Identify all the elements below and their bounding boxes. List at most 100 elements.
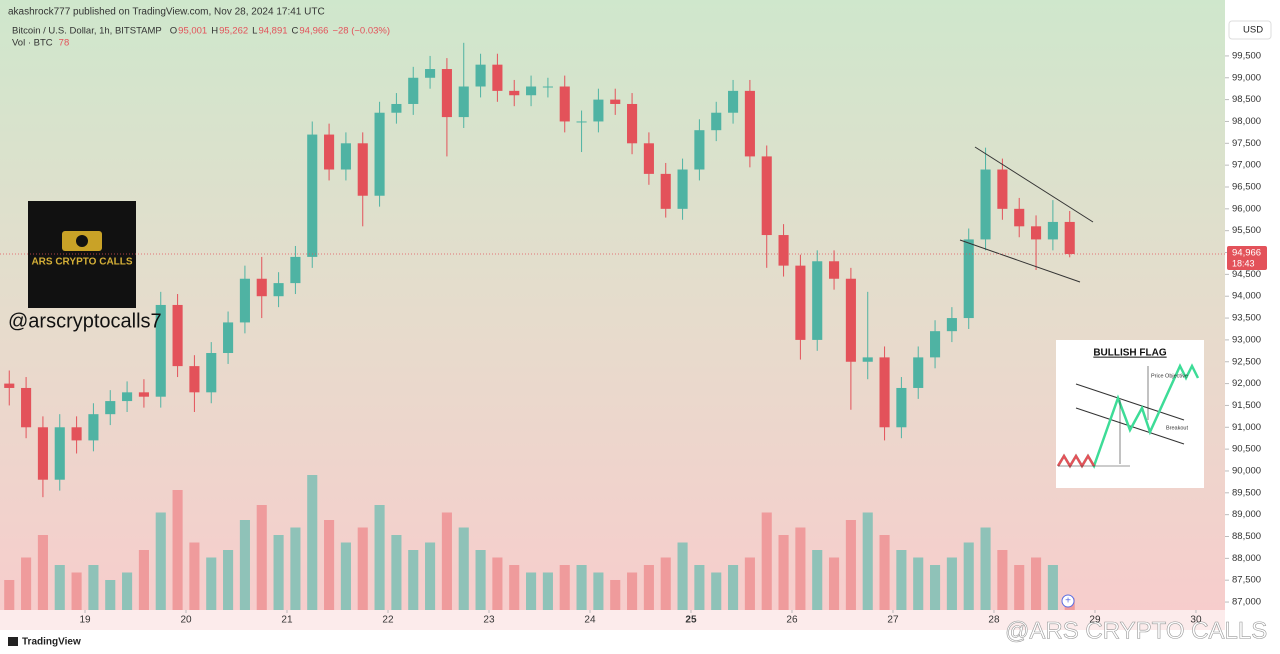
candle-body xyxy=(930,331,941,358)
candle-body xyxy=(475,64,486,87)
x-tick-label: 24 xyxy=(584,615,596,626)
x-tick-label: 29 xyxy=(1089,615,1101,626)
volume-bar xyxy=(542,572,553,610)
volume-bar xyxy=(694,565,705,610)
candle-body xyxy=(324,134,335,170)
volume-bar xyxy=(374,505,385,610)
candle-body xyxy=(711,112,722,131)
volume-bar xyxy=(122,572,133,610)
add-button[interactable] xyxy=(1061,594,1075,608)
x-tick-label: 26 xyxy=(786,615,798,626)
volume-bar xyxy=(576,565,587,610)
volume-bar xyxy=(21,557,32,610)
candle-body xyxy=(997,169,1008,209)
watermark: @ARS CRYPTO CALLS xyxy=(1005,617,1267,644)
candle-body xyxy=(391,103,402,113)
candle-body xyxy=(256,278,267,297)
candle-body xyxy=(627,103,638,144)
y-tick-label: 95,500 xyxy=(1232,225,1261,236)
candle-body xyxy=(340,143,351,170)
currency[interactable]: USD xyxy=(1243,25,1263,36)
volume-bar xyxy=(660,557,671,610)
y-tick-label: 89,000 xyxy=(1232,509,1261,520)
inset-breakout: Breakout xyxy=(1166,425,1188,431)
volume-label: Vol · BTC xyxy=(12,38,53,49)
x-tick-label: 22 xyxy=(382,615,394,626)
candle-body xyxy=(610,99,621,104)
candle-body xyxy=(744,90,755,157)
y-tick-label: 97,500 xyxy=(1232,138,1261,149)
volume-bar xyxy=(88,565,99,610)
volume-bar xyxy=(206,557,217,610)
legend-key: L xyxy=(252,26,257,37)
candle-body xyxy=(408,77,419,104)
y-tick-label: 88,500 xyxy=(1232,531,1261,542)
volume-bar xyxy=(509,565,520,610)
bullish-flag-inset: BULLISH FLAG Price Objective Breakout xyxy=(1056,340,1204,488)
candle-body xyxy=(812,261,823,340)
volume-bar xyxy=(441,512,452,610)
add-icon[interactable]: + xyxy=(1065,596,1071,607)
x-tick-label: 30 xyxy=(1190,615,1202,626)
currency-button[interactable] xyxy=(1228,20,1272,40)
volume-bar xyxy=(391,535,402,610)
candle-body xyxy=(441,69,452,118)
candle-body xyxy=(492,64,503,91)
volume-bar xyxy=(795,527,806,610)
volume-bar xyxy=(492,557,503,610)
volume-bar xyxy=(728,565,739,610)
volume-bar xyxy=(290,527,301,610)
x-tick-label: 19 xyxy=(79,615,91,626)
y-tick-label: 92,500 xyxy=(1232,356,1261,367)
time-axis xyxy=(0,610,1225,630)
legend-key: H xyxy=(211,26,218,37)
volume-bar xyxy=(862,512,873,610)
candle-body xyxy=(54,427,65,480)
flag-lower-line xyxy=(959,239,1081,283)
y-tick-label: 88,000 xyxy=(1232,553,1261,564)
volume-bar xyxy=(307,475,318,610)
inset-path xyxy=(1056,453,1096,469)
volume-bar xyxy=(526,572,537,610)
candle-body xyxy=(1047,221,1058,240)
volume-bar xyxy=(357,527,368,610)
volume-bar xyxy=(172,490,183,610)
volume-bar xyxy=(105,580,116,610)
countdown: 18:43 xyxy=(1232,258,1255,268)
volume-bar xyxy=(559,565,570,610)
candle-body xyxy=(88,414,99,441)
flag-upper-line xyxy=(974,146,1094,223)
footer-logo xyxy=(8,637,18,646)
x-tick-label: 27 xyxy=(887,615,899,626)
candle-body xyxy=(223,322,234,354)
volume-bar xyxy=(54,565,65,610)
candle-body xyxy=(896,387,907,428)
plot xyxy=(4,42,1075,610)
legend-value: 94,966 xyxy=(299,26,328,37)
legend-value: 95,001 xyxy=(178,26,207,37)
volume-bar xyxy=(189,542,200,610)
volume-bar xyxy=(256,505,267,610)
y-tick-label: 92,000 xyxy=(1232,378,1261,389)
inset-line xyxy=(1075,383,1185,421)
volume-bar xyxy=(138,550,149,610)
candle-body xyxy=(425,69,436,78)
candle-body xyxy=(593,99,604,122)
inset-price-objective: Price Objective xyxy=(1151,373,1188,379)
volume-bar xyxy=(879,535,890,610)
volume-bar xyxy=(223,550,234,610)
y-tick-label: 90,000 xyxy=(1232,465,1261,476)
candle-body xyxy=(963,239,974,319)
volume-bar xyxy=(845,520,856,610)
y-tick-label: 87,500 xyxy=(1232,575,1261,586)
volume-bar xyxy=(324,520,335,610)
candle-body xyxy=(728,90,739,113)
logo-coin xyxy=(76,235,88,247)
volume-bar xyxy=(4,580,15,610)
y-tick-label: 98,500 xyxy=(1232,94,1261,105)
candle-body xyxy=(307,134,318,257)
candle-body xyxy=(71,427,82,441)
volume-bar xyxy=(980,527,991,610)
volume-bar xyxy=(458,527,469,610)
